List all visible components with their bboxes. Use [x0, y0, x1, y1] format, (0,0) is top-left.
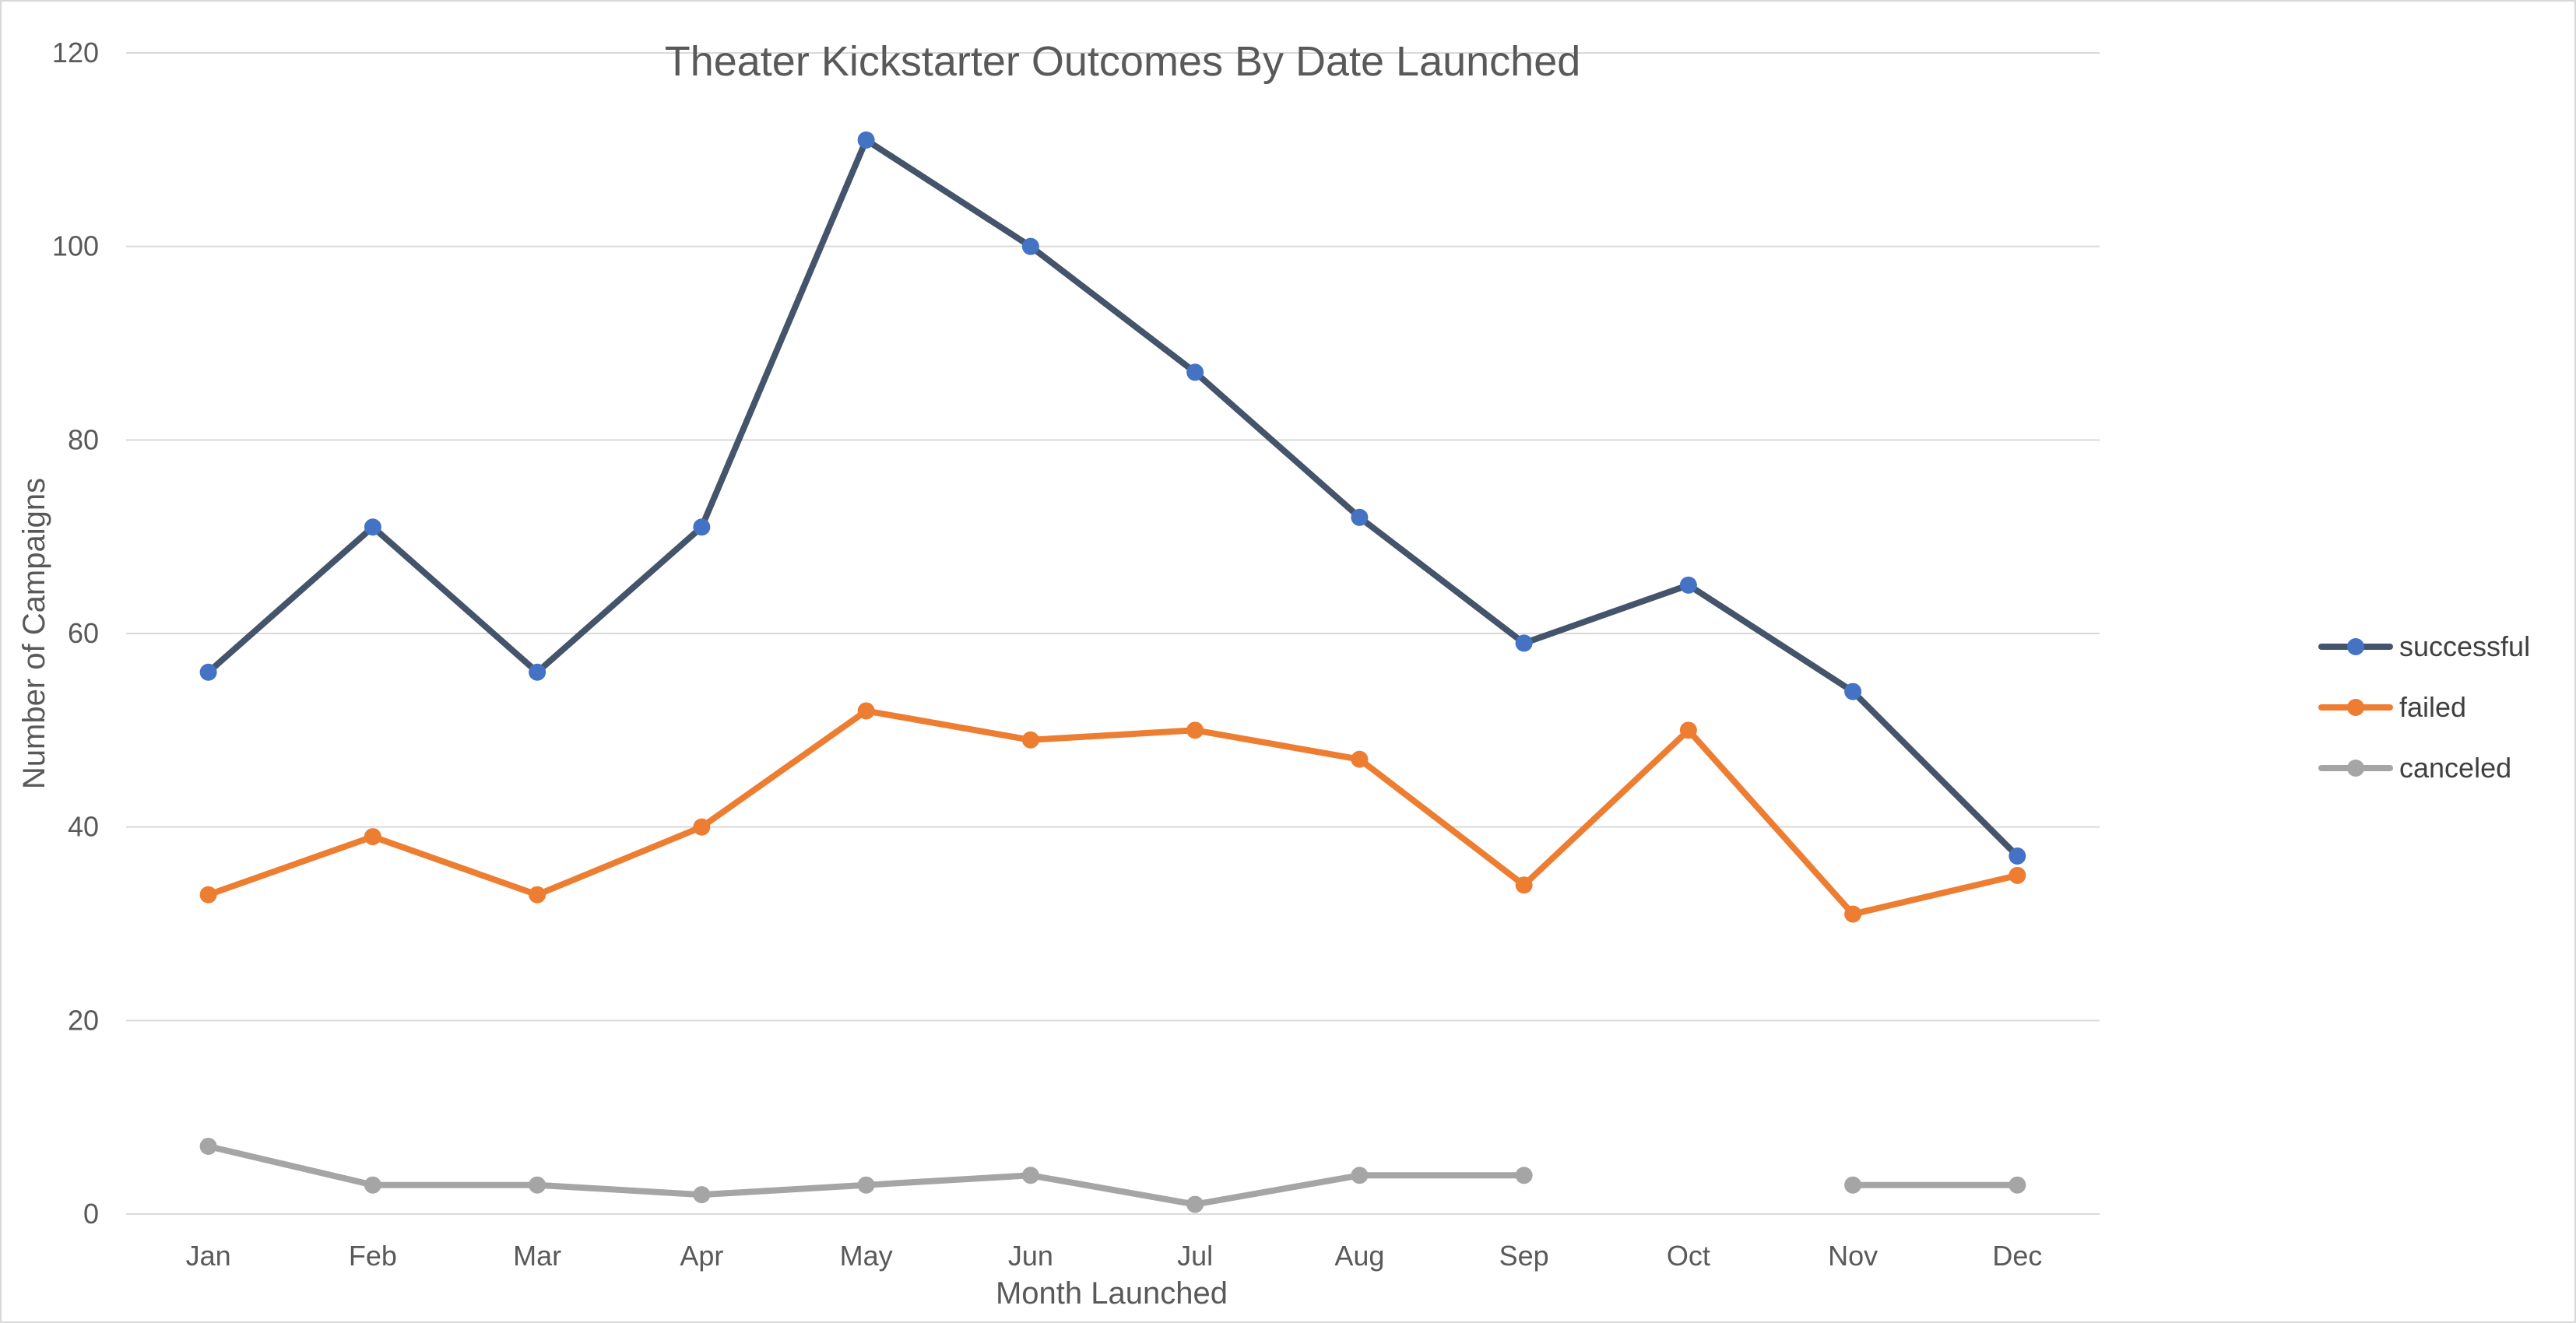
x-tick-label: Nov [1828, 1240, 1878, 1272]
x-tick-label: Sep [1499, 1240, 1549, 1272]
x-tick-label: Aug [1334, 1240, 1384, 1272]
legend-label: failed [2399, 691, 2466, 723]
x-tick-label: Jul [1177, 1240, 1213, 1272]
legend-swatch-marker [2347, 760, 2364, 777]
x-axis-ticks: Jan Feb Mar Apr May Jun Jul Aug Sep Oct Nov Dec [186, 1240, 2043, 1272]
legend-item-successful: successful [2318, 630, 2530, 662]
x-tick-label: Dec [1992, 1240, 2042, 1272]
x-tick-label: Feb [349, 1240, 397, 1272]
y-tick-label: 0 [83, 1198, 99, 1230]
data-point [1844, 683, 1862, 700]
legend-label: canceled [2399, 752, 2511, 784]
gridlines [126, 52, 2100, 1215]
data-point [857, 1176, 875, 1194]
y-tick-label: 60 [68, 617, 99, 649]
chart-title: Theater Kickstarter Outcomes By Date Lau… [665, 38, 1581, 85]
series-canceled [199, 1137, 2026, 1213]
series-lines [199, 131, 2026, 1213]
data-point [529, 663, 546, 681]
data-point [1515, 1167, 1533, 1184]
data-point [1021, 237, 1039, 255]
data-point [1515, 876, 1533, 894]
series-successful [199, 131, 2026, 865]
data-point [364, 828, 381, 846]
data-point [364, 1176, 381, 1194]
data-point [1844, 905, 1862, 923]
legend-swatch-marker [2347, 638, 2364, 655]
series-line [205, 1142, 1527, 1208]
data-point [2008, 1176, 2026, 1194]
legend-item-canceled: canceled [2318, 752, 2511, 784]
data-point [1186, 1195, 1204, 1213]
y-axis-title: Number of Campaigns [17, 478, 51, 789]
y-tick-label: 20 [68, 1004, 99, 1036]
data-point [1186, 363, 1204, 381]
data-point [1351, 750, 1369, 768]
data-point [2008, 866, 2026, 884]
data-point [1021, 731, 1039, 749]
data-point [1844, 1176, 1862, 1194]
data-point [693, 1186, 711, 1204]
legend-item-failed: failed [2318, 691, 2466, 723]
data-point [199, 1137, 217, 1155]
legend: successful failed canceled [2318, 630, 2530, 784]
x-tick-label: Jan [186, 1240, 231, 1272]
legend-label: successful [2399, 630, 2530, 662]
series-failed [199, 702, 2026, 923]
y-tick-label: 100 [52, 230, 99, 262]
x-tick-label: Apr [680, 1240, 723, 1272]
series-line [205, 136, 2021, 859]
data-point [693, 818, 711, 836]
x-tick-label: Mar [513, 1240, 561, 1272]
data-point [1515, 634, 1533, 652]
data-point [857, 131, 875, 149]
data-point [1679, 576, 1697, 594]
data-point [857, 702, 875, 720]
y-tick-label: 40 [68, 811, 99, 843]
data-point [693, 518, 711, 536]
data-point [199, 886, 217, 904]
data-point [1186, 721, 1204, 739]
y-axis-ticks: 0 20 40 60 80 100 120 [52, 37, 99, 1230]
x-axis-title: Month Launched [996, 1276, 1228, 1311]
data-point [529, 886, 546, 904]
legend-swatch-marker [2347, 699, 2364, 716]
data-point [2008, 847, 2026, 865]
data-point [1021, 1167, 1039, 1184]
x-tick-label: Oct [1667, 1240, 1710, 1272]
data-point [1351, 1167, 1369, 1184]
data-point [1351, 508, 1369, 526]
x-tick-label: May [840, 1240, 893, 1272]
data-point [529, 1176, 546, 1194]
data-point [364, 518, 381, 536]
y-tick-label: 80 [68, 423, 99, 455]
series-line [205, 707, 2021, 918]
data-point [1679, 721, 1697, 739]
y-tick-label: 120 [52, 37, 99, 68]
x-tick-label: Jun [1008, 1240, 1053, 1272]
data-point [199, 663, 217, 681]
